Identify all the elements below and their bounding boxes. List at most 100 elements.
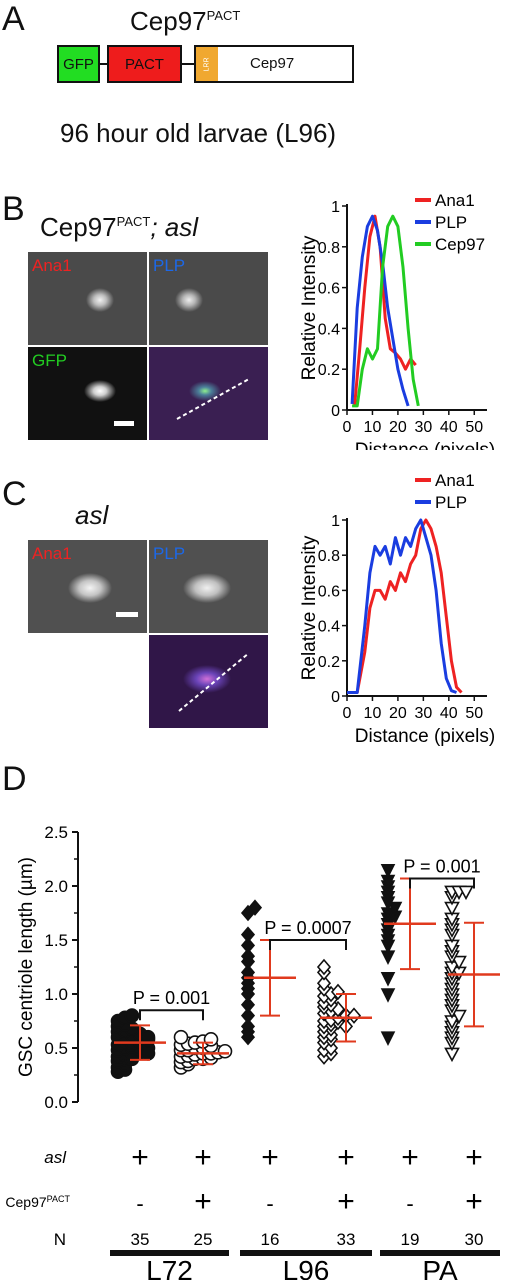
series-line-ana1 — [347, 518, 463, 694]
data-point — [380, 1031, 396, 1046]
significance-bracket — [269, 939, 347, 950]
data-point — [451, 1009, 467, 1025]
n-value: 30 — [465, 1230, 484, 1249]
y-tick-label: 2.0 — [44, 877, 68, 896]
row-label-cep97: Cep97PACT — [5, 1194, 70, 1210]
y-tick-label: 0.6 — [318, 583, 340, 600]
row-label-n: N — [54, 1230, 66, 1249]
linescan-line-b — [176, 378, 250, 420]
p-value-label: P = 0.001 — [133, 988, 210, 1008]
panel-a-letter: A — [2, 0, 25, 38]
cep97-sign: - — [136, 1191, 143, 1216]
data-point — [330, 983, 346, 1001]
gfp-domain: GFP — [57, 45, 100, 83]
genotype-b-sup: PACT — [116, 214, 151, 229]
x-tick-label: 10 — [364, 419, 382, 436]
y-tick-label: 0.8 — [318, 548, 340, 565]
row-label-cep97-sup: PACT — [47, 1194, 71, 1204]
panel-b-genotype: Cep97PACT; asl — [40, 212, 198, 243]
micrograph-b-plp: PLP — [149, 252, 268, 345]
series-line-cep97 — [352, 214, 420, 408]
y-tick-label: 0.8 — [318, 240, 340, 257]
row-label-cep97-main: Cep97 — [5, 1194, 46, 1210]
panel-c-letter: C — [2, 475, 27, 513]
x-axis-label: Distance (pixels) — [355, 726, 495, 747]
larvae-label: 96 hour old larvae (L96) — [60, 118, 337, 148]
y-tick-label: 0.5 — [44, 1039, 68, 1058]
n-value: 19 — [401, 1230, 420, 1249]
data-point — [173, 1029, 189, 1045]
data-point — [240, 996, 256, 1014]
data-point — [346, 1007, 362, 1024]
data-point — [203, 1032, 219, 1047]
data-point — [247, 899, 263, 916]
data-point — [240, 937, 256, 954]
linescan-line-c — [178, 652, 250, 712]
asl-sign: + — [465, 1141, 483, 1174]
gfp-domain-label: GFP — [63, 55, 94, 73]
n-value: 16 — [261, 1230, 280, 1249]
data-point — [240, 1007, 256, 1024]
series-line-ana1 — [353, 214, 417, 407]
x-tick-label: 10 — [364, 705, 382, 722]
x-tick-label: 30 — [414, 419, 432, 436]
data-point — [387, 901, 403, 917]
y-tick-label: 1.5 — [44, 931, 68, 950]
cep97-sign: - — [406, 1191, 413, 1216]
data-point — [380, 972, 396, 987]
x-tick-label: 0 — [343, 705, 352, 722]
y-axis-label: Relative Intensity — [299, 535, 320, 680]
lrr-domain-label: LRR — [203, 56, 211, 72]
y-tick-label: 0.0 — [44, 1093, 68, 1112]
data-point — [240, 964, 256, 981]
micrograph-b-gfp: GFP — [28, 347, 147, 440]
data-point — [240, 1018, 256, 1035]
panel-c-genotype: asl — [75, 500, 109, 530]
asl-sign: + — [401, 1141, 419, 1174]
stage-label: L72 — [146, 1255, 193, 1280]
p-value-label: P = 0.0007 — [264, 918, 351, 938]
y-tick-label: 0 — [331, 403, 340, 420]
label-c-ana1: Ana1 — [32, 544, 72, 563]
n-value: 33 — [337, 1230, 356, 1249]
y-axis-label: GSC centriole length (µm) — [16, 857, 37, 1077]
lrr-domain: LRR — [196, 47, 218, 81]
label-b-gfp: GFP — [32, 351, 67, 370]
data-point — [316, 958, 332, 976]
y-tick-label: 0.2 — [318, 362, 340, 379]
x-tick-label: 30 — [414, 705, 432, 722]
x-tick-label: 20 — [389, 705, 407, 722]
label-b-ana1: Ana1 — [32, 256, 72, 275]
legend-label-ana1: Ana1 — [435, 471, 475, 490]
micrograph-b-merge — [149, 347, 268, 440]
label-c-plp: PLP — [153, 544, 186, 563]
panel-b-letter: B — [2, 190, 25, 228]
cep97-sign: + — [194, 1185, 212, 1218]
x-tick-label: 40 — [440, 705, 458, 722]
micrograph-b-ana1: Ana1 — [28, 252, 147, 345]
construct-title-sup: PACT — [206, 8, 241, 23]
stage-bar — [110, 1250, 229, 1256]
data-point — [451, 955, 467, 971]
row-label-asl: asl — [44, 1148, 67, 1167]
cep97-domain-label: Cep97 — [250, 55, 295, 72]
asl-sign: + — [261, 1141, 279, 1174]
y-tick-label: 0.6 — [318, 281, 340, 298]
series-line-plp — [347, 518, 457, 694]
y-tick-label: 0.4 — [318, 321, 340, 338]
cep97-sign: - — [266, 1191, 273, 1216]
genotype-b-rest: ; asl — [150, 212, 199, 242]
construct-title: Cep97PACT — [130, 6, 240, 37]
cep97-domain — [194, 45, 354, 83]
legend-label-cep97: Cep97 — [435, 235, 485, 254]
micrograph-c-plp: PLP — [149, 540, 268, 633]
y-tick-label: 1.0 — [44, 985, 68, 1004]
y-tick-label: 0 — [331, 689, 340, 706]
asl-sign: + — [194, 1141, 212, 1174]
data-point — [140, 1046, 156, 1061]
pact-domain-label: PACT — [125, 55, 164, 73]
n-value: 25 — [194, 1230, 213, 1249]
legend-label-ana1: Ana1 — [435, 191, 475, 210]
